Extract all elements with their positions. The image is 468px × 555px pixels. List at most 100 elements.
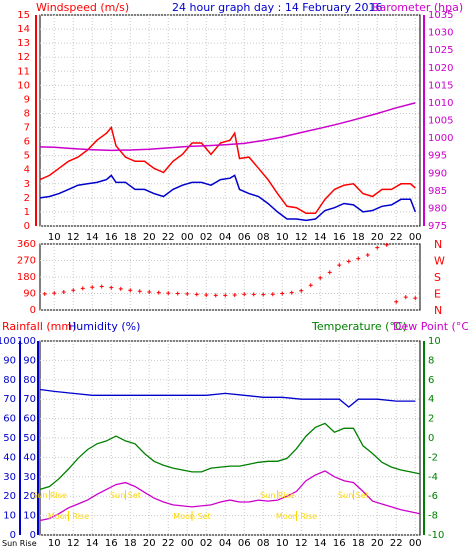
humidity-tick-label: 0 <box>30 530 36 541</box>
x-tick-label: 20 <box>143 538 156 549</box>
direction-point <box>175 291 180 296</box>
wind-x-tick-label: 06 <box>238 232 251 243</box>
humidity-tick-label: 60 <box>23 414 36 425</box>
rainfall-tick-label: 40 <box>3 452 16 463</box>
humidity-series-line-2 <box>39 470 421 522</box>
rainfall-tick-label: 70 <box>3 394 16 405</box>
barometer-tick-label: 1010 <box>428 98 453 109</box>
temperature-tick-label: -10 <box>428 530 444 541</box>
wind-x-tick-label: 04 <box>219 232 232 243</box>
temperature-tick-label: -2 <box>428 452 438 463</box>
x-tick-label: 00 <box>409 538 422 549</box>
direction-point <box>118 286 123 291</box>
x-tick-label: 16 <box>333 538 346 549</box>
humidity-tick-label: 70 <box>23 394 36 405</box>
direction-point <box>156 290 161 295</box>
windspeed-axis-title: Windspeed (m/s) <box>36 1 129 14</box>
x-tick-label: 12 <box>67 538 80 549</box>
compass-label: N <box>434 238 442 251</box>
x-tick-label: Sun Rise <box>2 539 37 548</box>
wind-tick-label: 14 <box>17 24 30 35</box>
wind-x-tick-label: 10 <box>276 232 289 243</box>
x-tick-label: 10 <box>276 538 289 549</box>
direction-point <box>356 256 361 261</box>
wind-x-tick-label: 14 <box>314 232 327 243</box>
humidity-series-line-1 <box>39 422 421 491</box>
rainfall-tick-label: 80 <box>3 375 16 386</box>
barometer-tick-label: 1025 <box>428 45 453 56</box>
wind-tick-label: 15 <box>17 10 30 21</box>
humidity-tick-label: 50 <box>23 433 36 444</box>
event-label: Sun Rise <box>32 491 67 500</box>
event-label: Sun Rise <box>260 491 295 500</box>
wind-series-line-2 <box>39 102 416 152</box>
temperature-tick-label: -6 <box>428 491 438 502</box>
wind-tick-label: 0 <box>24 221 30 232</box>
wind-x-tick-label: 10 <box>48 232 61 243</box>
direction-point <box>251 292 256 297</box>
rainfall-tick-label: 0 <box>10 530 16 541</box>
wind-tick-label: 4 <box>24 165 30 176</box>
direction-point <box>194 292 199 297</box>
wind-x-tick-label: 02 <box>200 232 213 243</box>
barometer-axis-title: Barometer (hpa) <box>372 1 463 14</box>
temperature-tick-label: 2 <box>428 414 434 425</box>
wind-x-tick-label: 16 <box>105 232 118 243</box>
direction-point <box>137 289 142 294</box>
x-tick-label: 06 <box>238 538 251 549</box>
wind-x-tick-label: 12 <box>295 232 308 243</box>
dewpoint-axis-title: Dew Point (°C) <box>393 320 468 333</box>
humidity-series-line-0 <box>39 388 416 408</box>
barometer-tick-label: 1005 <box>428 116 453 127</box>
direction-point <box>80 286 85 291</box>
x-tick-label: 00 <box>181 538 194 549</box>
direction-point <box>99 284 104 289</box>
wind-tick-label: 6 <box>24 137 30 148</box>
x-tick-label: 04 <box>219 538 232 549</box>
event-label: Moon Rise <box>48 512 89 521</box>
direction-tick-label: 0 <box>30 305 36 316</box>
x-tick-label: 02 <box>200 538 213 549</box>
compass-label: E <box>434 288 441 301</box>
direction-point <box>365 253 370 257</box>
direction-point <box>308 283 313 288</box>
direction-point <box>128 288 133 293</box>
humidity-tick-label: 100 <box>17 336 36 347</box>
temperature-tick-label: 10 <box>428 336 441 347</box>
x-tick-label: 14 <box>314 538 327 549</box>
rainfall-tick-label: 20 <box>3 491 16 502</box>
wind-tick-label: 2 <box>24 193 30 204</box>
event-label: Sun Set <box>110 491 141 500</box>
direction-point <box>61 290 66 295</box>
direction-point <box>375 245 380 250</box>
direction-point <box>337 263 342 268</box>
humidity-tick-label: 40 <box>23 452 36 463</box>
wind-series-line-1 <box>39 174 417 222</box>
direction-point <box>270 292 275 297</box>
humidity-tick-label: 30 <box>23 472 36 483</box>
barometer-tick-label: 1015 <box>428 80 453 91</box>
wind-tick-label: 11 <box>17 66 30 77</box>
wind-tick-label: 8 <box>24 108 30 119</box>
wind-x-tick-label: 16 <box>333 232 346 243</box>
rainfall-axis-title: Rainfall (mm) <box>2 320 76 333</box>
barometer-tick-label: 995 <box>428 151 447 162</box>
wind-plot-frame <box>39 14 421 227</box>
temperature-tick-label: -4 <box>428 472 438 483</box>
wind-x-tick-label: 22 <box>390 232 403 243</box>
wind-tick-label: 12 <box>17 52 30 63</box>
direction-point <box>52 291 57 296</box>
wind-x-tick-label: 00 <box>409 232 422 243</box>
direction-point <box>147 290 152 295</box>
direction-point <box>232 292 237 297</box>
x-tick-label: 22 <box>162 538 175 549</box>
direction-point <box>299 288 304 293</box>
x-tick-label: 10 <box>48 538 61 549</box>
direction-point <box>327 270 332 275</box>
x-tick-label: 16 <box>105 538 118 549</box>
barometer-tick-label: 975 <box>428 221 447 232</box>
wind-x-tick-label: 12 <box>67 232 80 243</box>
x-tick-label: 20 <box>371 538 384 549</box>
direction-point <box>166 291 171 296</box>
